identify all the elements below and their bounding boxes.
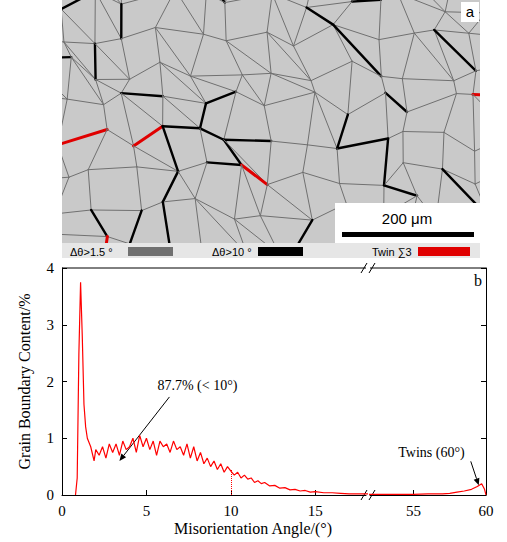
svg-text:0: 0 xyxy=(47,487,55,503)
svg-text:Twins (60°): Twins (60°) xyxy=(398,445,465,461)
svg-text:87.7% (< 10°): 87.7% (< 10°) xyxy=(157,378,237,394)
svg-text:4: 4 xyxy=(47,260,55,276)
svg-text:1: 1 xyxy=(47,430,55,446)
svg-text:55: 55 xyxy=(406,503,421,519)
svg-text:0: 0 xyxy=(58,503,66,519)
svg-text:Δθ>1.5 °: Δθ>1.5 ° xyxy=(70,246,113,258)
svg-text:Twin ∑3: Twin ∑3 xyxy=(372,246,412,259)
svg-text:Grain Boundary Content/%: Grain Boundary Content/% xyxy=(16,294,34,470)
svg-text:Δθ>10 °: Δθ>10 ° xyxy=(212,246,252,258)
svg-text:200 μm: 200 μm xyxy=(382,210,432,227)
svg-text:60: 60 xyxy=(479,503,494,519)
svg-text:15: 15 xyxy=(308,503,323,519)
svg-text:Misorientation Angle/(°): Misorientation Angle/(°) xyxy=(174,520,332,538)
svg-text:a: a xyxy=(466,3,475,20)
svg-text:b: b xyxy=(474,272,482,289)
svg-text:10: 10 xyxy=(223,503,238,519)
svg-text:5: 5 xyxy=(143,503,151,519)
svg-text:3: 3 xyxy=(47,317,55,333)
svg-text:2: 2 xyxy=(47,374,55,390)
